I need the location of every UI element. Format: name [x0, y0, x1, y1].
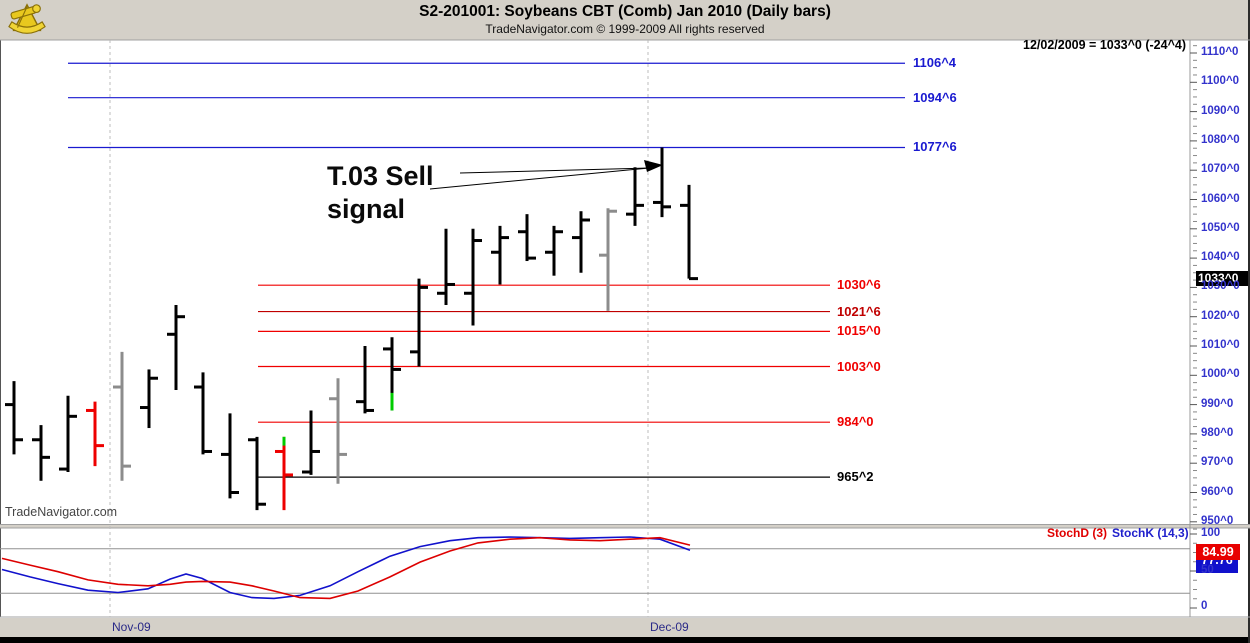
price-level-label[interactable]: 1021^6 — [837, 303, 881, 319]
price-level-label[interactable]: 1015^0 — [837, 323, 881, 339]
stoch-axis-label-50: 50 — [1201, 564, 1214, 576]
price-axis-label: 1040^0 — [1201, 251, 1240, 264]
watermark-text: TradeNavigator.com — [5, 505, 118, 519]
price-axis-label: 970^0 — [1201, 456, 1234, 469]
price-axis-label: 960^0 — [1201, 485, 1234, 498]
price-level-label[interactable]: 1030^6 — [837, 277, 881, 293]
sell-signal-line2: signal — [327, 194, 406, 224]
last-quote-readout: 12/02/2009 = 1033^0 (-24^4) — [1023, 38, 1186, 52]
price-level-label[interactable]: 984^0 — [837, 414, 874, 430]
price-axis-label: 1070^0 — [1201, 163, 1240, 176]
price-axis-label: 1090^0 — [1201, 104, 1240, 117]
stochk-curve — [1, 536, 691, 600]
price-axis-label: 1050^0 — [1201, 221, 1240, 234]
sell-signal-annotation[interactable]: T.03 Sell signal — [327, 160, 434, 226]
panel-divider — [0, 524, 1250, 528]
price-axis-label: 1060^0 — [1201, 192, 1240, 205]
legend-stochd[interactable]: StochD (3) — [1047, 526, 1107, 540]
price-axis-label: 990^0 — [1201, 397, 1234, 410]
price-axis-label: 1020^0 — [1201, 309, 1240, 322]
stochk-value: 77.76 — [1201, 557, 1233, 567]
bottom-border — [0, 637, 1250, 643]
price-level-label[interactable]: 1106^4 — [913, 55, 957, 71]
price-axis-label: 1000^0 — [1201, 368, 1240, 381]
sell-arrow-line[interactable] — [429, 167, 650, 190]
price-axis-label: 1110^0 — [1201, 46, 1239, 58]
sell-arrow-line2[interactable] — [459, 167, 650, 174]
sell-arrow-head[interactable] — [644, 160, 663, 172]
sell-signal-line1: T.03 Sell — [327, 161, 434, 191]
stochd-value-box: 84.99 — [1196, 544, 1240, 560]
stoch-axis-label-0: 0 — [1201, 600, 1208, 612]
header-bar — [0, 0, 1250, 40]
chart-left-border — [0, 40, 1, 617]
price-level-label[interactable]: 1077^6 — [913, 139, 957, 155]
price-axis-label: 1030^0 — [1201, 280, 1240, 293]
stochk-value-box: 77.76 — [1196, 557, 1238, 573]
price-level-label[interactable]: 1003^0 — [837, 358, 881, 374]
date-label-nov09: Nov-09 — [112, 620, 151, 634]
sextant-logo-icon — [8, 3, 46, 34]
price-axis-label: 950^0 — [1201, 514, 1234, 527]
legend-stochk[interactable]: StochK (14,3) — [1112, 526, 1189, 540]
price-level-label[interactable]: 1094^6 — [913, 89, 957, 105]
date-axis-strip — [0, 618, 1250, 637]
price-axis-label: 1010^0 — [1201, 339, 1240, 351]
chart-title: S2-201001: Soybeans CBT (Comb) Jan 2010 … — [419, 3, 831, 20]
price-level-label[interactable]: 965^2 — [837, 469, 874, 485]
date-label-dec09: Dec-09 — [650, 620, 689, 634]
current-price-tag: 1033^0 — [1196, 271, 1248, 286]
window-right-border — [1248, 0, 1250, 643]
stochd-curve — [1, 536, 691, 600]
chart-subtitle: TradeNavigator.com © 1999-2009 All right… — [485, 22, 765, 36]
price-axis-label: 1080^0 — [1201, 133, 1240, 146]
stoch-axis-label-100: 100 — [1201, 527, 1221, 539]
price-axis-label: 1100^0 — [1201, 75, 1240, 88]
price-axis-label: 980^0 — [1201, 426, 1234, 439]
